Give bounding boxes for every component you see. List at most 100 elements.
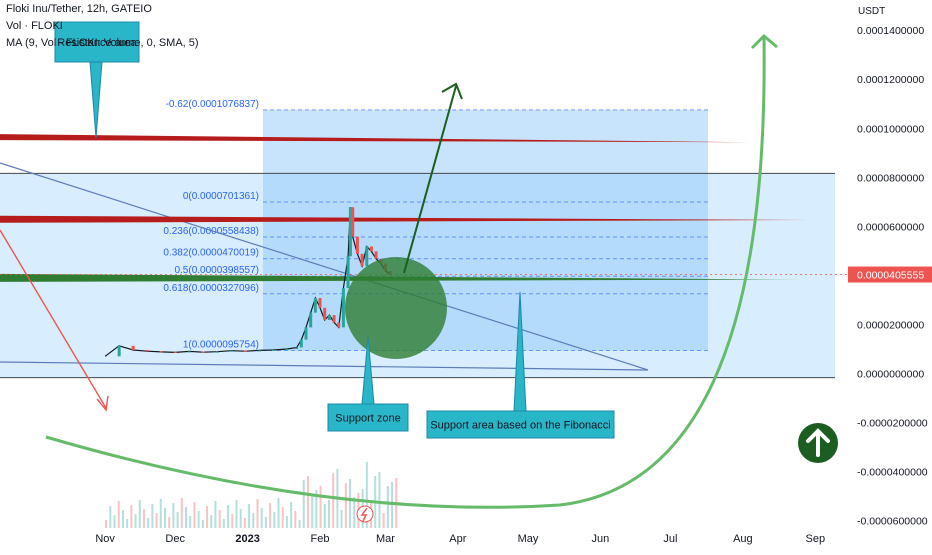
- volume-bar: [281, 507, 284, 528]
- volume-bar: [201, 520, 204, 528]
- volume-bar: [197, 511, 200, 528]
- green-arrow-head: [441, 82, 463, 100]
- price-candle: [369, 246, 373, 252]
- volume-bar: [121, 510, 124, 528]
- resistance-band-mid: [0, 215, 808, 223]
- volume-bar: [277, 498, 280, 528]
- chart-title: Floki Inu/Tether, 12h, GATEIO: [6, 3, 152, 15]
- volume-bar: [159, 499, 162, 528]
- red-down-arrow: [0, 229, 107, 409]
- price-tick-label: -0.0000400000: [857, 467, 928, 479]
- time-tick-label: Sep: [806, 533, 826, 545]
- volume-bar: [210, 515, 213, 528]
- fib-level-label: -0.62(0.0001076837): [166, 99, 259, 110]
- fib-level-label: 0.382(0.0000470019): [163, 248, 259, 259]
- volume-bar: [142, 509, 145, 528]
- volume-bar: [332, 473, 335, 528]
- price-candle: [365, 246, 369, 267]
- volume-bar: [147, 518, 150, 528]
- price-tick-label: 0.0000200000: [857, 319, 924, 331]
- price-candle: [360, 253, 364, 267]
- resistance-callout-box: [54, 21, 140, 63]
- volume-bar: [306, 476, 309, 528]
- volume-bar: [180, 498, 183, 528]
- resistance-callout-pointer: [89, 61, 103, 139]
- time-tick-label: Jul: [663, 533, 677, 545]
- volume-bar: [353, 497, 356, 528]
- volume-bar: [344, 483, 347, 528]
- price-candle: [257, 350, 261, 352]
- price-tick-label: 0.0001400000: [857, 25, 924, 37]
- volume-bar: [113, 515, 116, 528]
- volume-bar: [256, 499, 259, 528]
- support-zone-callout-label: Support zone: [335, 413, 400, 425]
- volume-bar: [193, 502, 196, 528]
- time-tick-label: Nov: [95, 533, 115, 545]
- volume-bar: [109, 506, 112, 528]
- red-arrow-head: [96, 395, 109, 412]
- arc-arrow-head: [750, 33, 778, 50]
- price-candle: [341, 288, 345, 328]
- volume-bar: [168, 517, 171, 528]
- volume-bar: [176, 512, 179, 528]
- volume-bar: [349, 479, 352, 528]
- price-candle: [337, 322, 341, 328]
- volume-bar: [382, 513, 385, 528]
- price-tick-label: 0.0000800000: [857, 172, 924, 184]
- time-tick-label: May: [518, 533, 539, 545]
- time-tick-label: Mar: [376, 533, 395, 545]
- volume-bar: [260, 508, 263, 528]
- volume-legend: Vol · FLOKI: [6, 20, 63, 32]
- fib-zone: [263, 109, 708, 351]
- price-candle: [355, 236, 359, 254]
- volume-bar: [311, 494, 314, 528]
- volume-bar: [290, 502, 293, 528]
- volume-bar: [239, 509, 242, 528]
- volume-bar: [264, 517, 267, 528]
- volume-bar: [214, 501, 217, 528]
- volume-bar: [315, 490, 318, 528]
- volume-bar: [185, 507, 188, 528]
- volume-bar: [189, 516, 192, 528]
- resistance-band-top: [0, 134, 750, 143]
- volume-bar: [273, 512, 276, 528]
- price-candle: [173, 351, 177, 353]
- volume-bar: [218, 510, 221, 528]
- price-candle: [243, 350, 247, 352]
- ma-legend: MA (9, Vol · FLOKI: Volume, 0, SMA, 5): [6, 37, 199, 49]
- price-tick-label: 0.0000000000: [857, 368, 924, 380]
- price-tick-label: -0.0000600000: [857, 516, 928, 528]
- descending-trendline: [0, 162, 649, 371]
- support-zone-callout-pointer: [361, 336, 375, 405]
- price-candle: [304, 327, 308, 340]
- volume-bar: [391, 482, 394, 528]
- price-candle: [295, 347, 299, 349]
- volume-bar: [117, 501, 120, 528]
- price-candle: [145, 349, 149, 352]
- price-candle: [348, 207, 352, 257]
- fib-level-label: 1(0.0000095754): [183, 340, 259, 351]
- fib-level-label: 0(0.0000701361): [183, 191, 259, 202]
- volume-bar: [269, 503, 272, 528]
- volume-bar: [302, 480, 305, 528]
- volume-bar: [323, 504, 326, 528]
- price-candle: [229, 350, 233, 352]
- resistance-callout-label: Resistance area: [57, 37, 137, 49]
- volume-bar: [138, 500, 141, 528]
- volume-bar: [319, 486, 322, 528]
- fib-level-label: 0.618(0.0000327096): [163, 283, 259, 294]
- fib-level-label: 0.236(0.0000558438): [163, 226, 259, 237]
- triangle-base-line: [0, 361, 649, 371]
- price-candle: [131, 345, 135, 350]
- volume-bar: [327, 500, 330, 528]
- volume-bar: [340, 510, 343, 528]
- current-price-tag: [848, 266, 932, 283]
- volume-bar: [126, 519, 129, 528]
- price-tick-label: 0.0001200000: [857, 74, 924, 86]
- price-candle: [374, 251, 378, 259]
- green-arc: [45, 37, 766, 509]
- price-candle: [309, 312, 313, 328]
- volume-bar: [172, 503, 175, 528]
